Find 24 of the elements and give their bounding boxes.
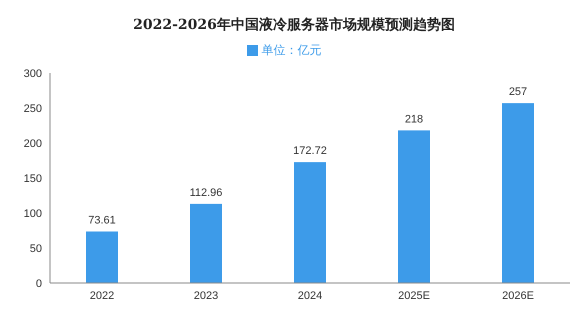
y-tick-label: 200 [24, 138, 42, 150]
x-tick-label: 2023 [194, 290, 218, 302]
data-label: 172.72 [293, 145, 327, 158]
y-tick-label: 300 [24, 68, 42, 80]
x-tick-label: 2024 [298, 290, 322, 302]
y-tick-label: 150 [24, 172, 42, 185]
data-label: 257 [508, 86, 528, 98]
y-tick-label: 0 [36, 278, 42, 290]
bar [86, 231, 118, 283]
y-tick-label: 100 [24, 208, 42, 220]
chart-title: 2022-2026年中国液冷服务器市场规模预测趋势图 [132, 16, 456, 35]
data-label: 112.96 [190, 186, 222, 199]
bar [398, 130, 430, 283]
y-tick-label: 50 [30, 242, 42, 255]
x-tick-label: 2022 [90, 290, 114, 302]
y-tick-label: 250 [24, 102, 42, 115]
x-tick-label: 2025E [398, 290, 430, 302]
data-label: 218 [404, 113, 424, 126]
bar [190, 204, 222, 283]
bar [502, 103, 534, 283]
legend-label: 单位：亿元 [262, 43, 322, 57]
x-tick-label: 2026E [502, 290, 534, 302]
data-label: 73.61 [88, 214, 116, 226]
bar [294, 162, 326, 283]
